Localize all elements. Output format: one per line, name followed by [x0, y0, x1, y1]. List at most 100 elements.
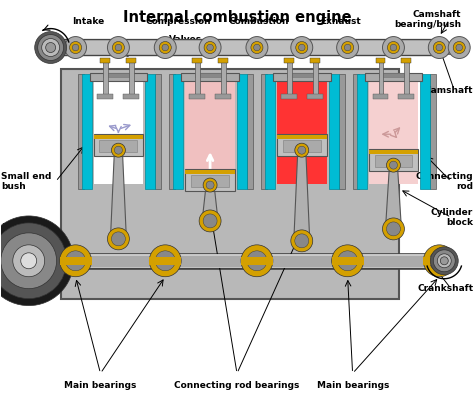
Circle shape: [440, 257, 448, 265]
Bar: [241, 261, 273, 265]
Circle shape: [159, 41, 171, 53]
Text: Crankshaft: Crankshaft: [417, 284, 473, 293]
Bar: [423, 261, 455, 265]
Circle shape: [21, 253, 36, 269]
Text: Small end
bush: Small end bush: [1, 172, 51, 191]
Bar: [173, 75, 183, 189]
Bar: [100, 59, 110, 63]
Circle shape: [38, 35, 64, 61]
Circle shape: [108, 37, 129, 59]
Circle shape: [64, 37, 87, 59]
Text: Connecting
rod: Connecting rod: [416, 172, 473, 191]
Bar: [332, 261, 364, 265]
Circle shape: [35, 32, 66, 63]
Bar: [277, 135, 327, 139]
Circle shape: [199, 210, 221, 232]
Polygon shape: [202, 185, 218, 221]
Bar: [310, 59, 319, 63]
Text: Connecting rod bearings: Connecting rod bearings: [174, 381, 300, 390]
Circle shape: [206, 181, 214, 189]
Circle shape: [112, 41, 125, 53]
Circle shape: [456, 44, 463, 51]
Circle shape: [291, 230, 313, 252]
Bar: [181, 73, 239, 81]
Text: Cylinder
block: Cylinder block: [431, 208, 473, 227]
Bar: [98, 95, 113, 99]
Circle shape: [108, 228, 129, 250]
Circle shape: [332, 245, 364, 277]
Bar: [283, 140, 321, 152]
Circle shape: [203, 214, 217, 228]
Circle shape: [295, 143, 309, 157]
Bar: [82, 75, 91, 189]
Bar: [218, 59, 228, 63]
Circle shape: [298, 146, 306, 154]
Bar: [369, 79, 419, 184]
Bar: [399, 95, 414, 99]
Circle shape: [390, 161, 397, 169]
Bar: [374, 155, 412, 167]
FancyBboxPatch shape: [42, 40, 440, 55]
Circle shape: [114, 146, 122, 154]
Text: Intake: Intake: [72, 17, 104, 26]
Bar: [277, 79, 327, 184]
Circle shape: [337, 37, 358, 59]
Circle shape: [383, 218, 404, 240]
Circle shape: [433, 41, 445, 53]
Bar: [185, 79, 235, 184]
Circle shape: [206, 181, 214, 189]
Circle shape: [42, 39, 60, 57]
Bar: [185, 170, 235, 174]
Text: Main bearings: Main bearings: [317, 381, 389, 390]
Bar: [123, 95, 139, 99]
Circle shape: [436, 44, 443, 51]
Bar: [192, 59, 202, 63]
Circle shape: [386, 158, 401, 172]
Text: Exhaust: Exhaust: [320, 17, 361, 26]
Text: Flywheel: Flywheel: [1, 223, 46, 232]
Bar: [149, 261, 181, 265]
Bar: [353, 75, 358, 189]
Bar: [93, 135, 143, 139]
Bar: [401, 59, 411, 63]
Polygon shape: [294, 150, 310, 241]
Circle shape: [155, 37, 176, 59]
Bar: [332, 257, 364, 261]
Bar: [379, 73, 409, 77]
FancyBboxPatch shape: [369, 149, 419, 171]
Circle shape: [155, 251, 175, 271]
Bar: [273, 73, 331, 81]
Bar: [375, 59, 385, 63]
Circle shape: [111, 232, 126, 246]
Bar: [261, 75, 267, 189]
Bar: [100, 140, 137, 152]
Circle shape: [386, 222, 401, 236]
Bar: [215, 95, 231, 99]
Bar: [356, 75, 366, 189]
Bar: [373, 95, 389, 99]
Bar: [379, 59, 383, 97]
Circle shape: [207, 44, 213, 51]
Circle shape: [344, 44, 351, 51]
Circle shape: [438, 254, 451, 268]
Bar: [195, 59, 200, 97]
Circle shape: [299, 44, 305, 51]
Circle shape: [149, 245, 181, 277]
Polygon shape: [385, 165, 401, 229]
Bar: [307, 95, 323, 99]
Bar: [281, 95, 297, 99]
Text: Internal combustion engine: Internal combustion engine: [123, 10, 351, 25]
Circle shape: [72, 44, 79, 51]
Bar: [287, 59, 292, 97]
Circle shape: [428, 37, 450, 59]
Bar: [287, 73, 317, 77]
Circle shape: [295, 234, 309, 248]
Circle shape: [1, 233, 56, 289]
Circle shape: [60, 245, 91, 277]
Circle shape: [111, 143, 126, 157]
Circle shape: [342, 41, 354, 53]
Bar: [129, 59, 134, 97]
Text: Camshaft: Camshaft: [425, 86, 473, 95]
Text: Combustion: Combustion: [228, 17, 289, 26]
Bar: [169, 75, 175, 189]
